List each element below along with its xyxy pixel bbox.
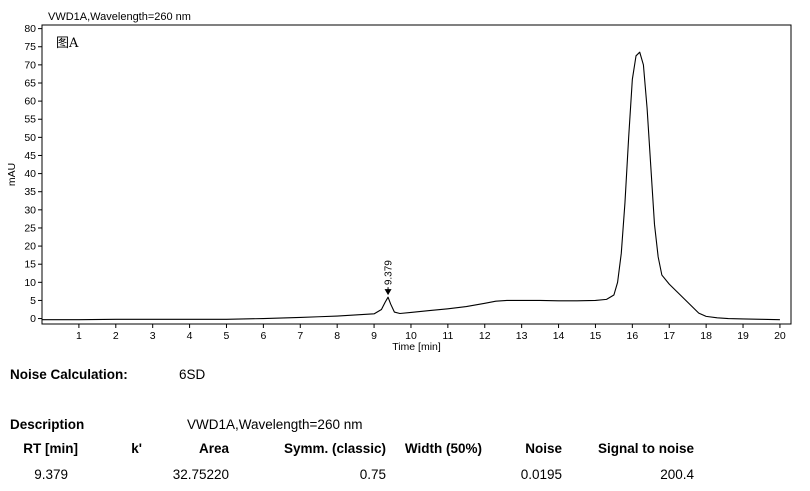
y-tick-label: 75 (24, 41, 36, 53)
y-tick-label: 50 (24, 132, 36, 144)
y-tick-label: 45 (24, 150, 36, 162)
description-label: Description (10, 417, 85, 432)
column-header-rt: RT [min] (23, 441, 78, 456)
column-header-signal-to-noise: Signal to noise (597, 441, 694, 456)
y-tick-label: 20 (24, 241, 36, 253)
chromatogram-chart: VWD1A,Wavelength=260 nm 0510152025303540… (6, 11, 792, 353)
x-tick-label: 5 (224, 330, 230, 342)
column-header-k: k' (131, 441, 142, 456)
y-tick-label: 25 (24, 222, 36, 234)
y-tick-label: 30 (24, 204, 36, 216)
x-tick-label: 15 (590, 330, 602, 342)
x-tick-label: 7 (297, 330, 303, 342)
y-tick-label: 40 (24, 168, 36, 180)
y-tick-label: 70 (24, 59, 36, 71)
x-tick-label: 19 (737, 330, 749, 342)
column-header-width: Width (50%) (404, 441, 482, 456)
y-tick-label: 5 (30, 295, 36, 307)
chromatogram-trace (42, 51, 780, 321)
cell-area: 32.75220 (172, 467, 229, 482)
plot-frame (41, 24, 792, 325)
y-tick-label: 55 (24, 114, 36, 126)
x-tick-label: 4 (187, 330, 193, 342)
x-tick-label: 18 (700, 330, 712, 342)
y-tick-label: 10 (24, 277, 36, 289)
x-tick-label: 10 (405, 330, 417, 342)
x-tick-label: 16 (627, 330, 639, 342)
x-tick-label: 13 (516, 330, 528, 342)
x-tick-label: 8 (334, 330, 340, 342)
x-tick-label: 9 (371, 330, 377, 342)
noise-calculation-value: 6SD (179, 367, 206, 382)
y-tick-label: 0 (30, 313, 36, 325)
peak-marker-arrow (384, 289, 392, 296)
x-tick-label: 17 (663, 330, 675, 342)
cell-rt: 9.379 (34, 467, 68, 482)
x-tick-label: 1 (76, 330, 82, 342)
cell-symmetry: 0.75 (359, 467, 386, 482)
chart-title: VWD1A,Wavelength=260 nm (48, 11, 191, 23)
y-tick-label: 15 (24, 259, 36, 271)
x-tick-label: 12 (479, 330, 491, 342)
x-tick-label: 20 (774, 330, 786, 342)
column-header-noise: Noise (525, 441, 562, 456)
x-tick-label: 3 (150, 330, 156, 342)
y-tick-label: 80 (24, 23, 36, 35)
chart-annotation: 图A (56, 36, 79, 51)
y-tick-label: 60 (24, 96, 36, 108)
y-axis-label: mAU (6, 163, 18, 186)
noise-calculation-label: Noise Calculation: (10, 367, 128, 382)
x-tick-label: 14 (553, 330, 565, 342)
x-tick-label: 6 (260, 330, 266, 342)
description-value: VWD1A,Wavelength=260 nm (187, 417, 363, 432)
column-header-symmetry: Symm. (classic) (283, 441, 386, 456)
cell-signal-to-noise: 200.4 (660, 467, 694, 482)
peak-label: 9.379 (384, 260, 395, 285)
x-tick-label: 2 (113, 330, 119, 342)
cell-noise: 0.0195 (520, 467, 562, 482)
column-header-area: Area (198, 441, 229, 456)
y-tick-label: 65 (24, 77, 36, 89)
y-tick-label: 35 (24, 186, 36, 198)
x-tick-label: 11 (442, 330, 453, 342)
x-axis-label: Time [min] (392, 341, 441, 353)
